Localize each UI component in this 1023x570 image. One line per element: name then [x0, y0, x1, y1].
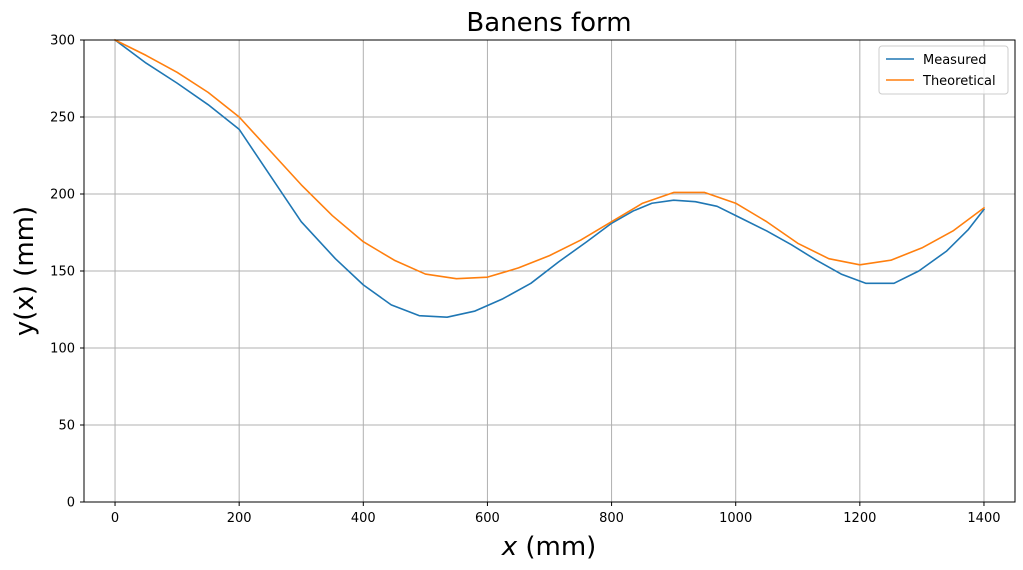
series-line-theoretical [113, 38, 986, 280]
y-tick-label: 0 [67, 496, 75, 511]
y-tick-label: 50 [58, 419, 75, 434]
y-tick-label: 200 [50, 188, 75, 203]
y-axis-label: y(x) (mm) [10, 206, 40, 336]
x-tick-label: 0 [111, 511, 119, 526]
axis-ticks: 0 200 400 600 800 1000 1200 1400 0 50 100 150 200 250… [50, 34, 1000, 527]
x-tick-label: 1400 [967, 511, 1000, 526]
grid [84, 39, 1015, 503]
x-axis-label-var: x [501, 532, 518, 562]
legend: Measured Theoretical [878, 45, 1009, 95]
chart-title: Banens form [466, 8, 631, 38]
x-tick-label: 1200 [843, 511, 876, 526]
series-lines [113, 38, 986, 319]
x-tick-label: 400 [351, 511, 376, 526]
legend-label-theoretical: Theoretical [922, 74, 996, 89]
series-line-measured [113, 38, 986, 319]
y-tick-label: 300 [50, 34, 75, 49]
x-axis-label: x (mm) [501, 532, 597, 562]
y-tick-label: 150 [50, 265, 75, 280]
y-tick-label: 100 [50, 342, 75, 357]
legend-label-measured: Measured [923, 53, 987, 68]
x-tick-label: 1000 [719, 511, 752, 526]
x-tick-label: 200 [227, 511, 252, 526]
legend-box [878, 45, 1009, 95]
y-tick-label: 250 [50, 111, 75, 126]
x-tick-label: 800 [599, 511, 624, 526]
x-tick-label: 600 [475, 511, 500, 526]
x-axis-label-unit: (mm) [517, 532, 596, 562]
